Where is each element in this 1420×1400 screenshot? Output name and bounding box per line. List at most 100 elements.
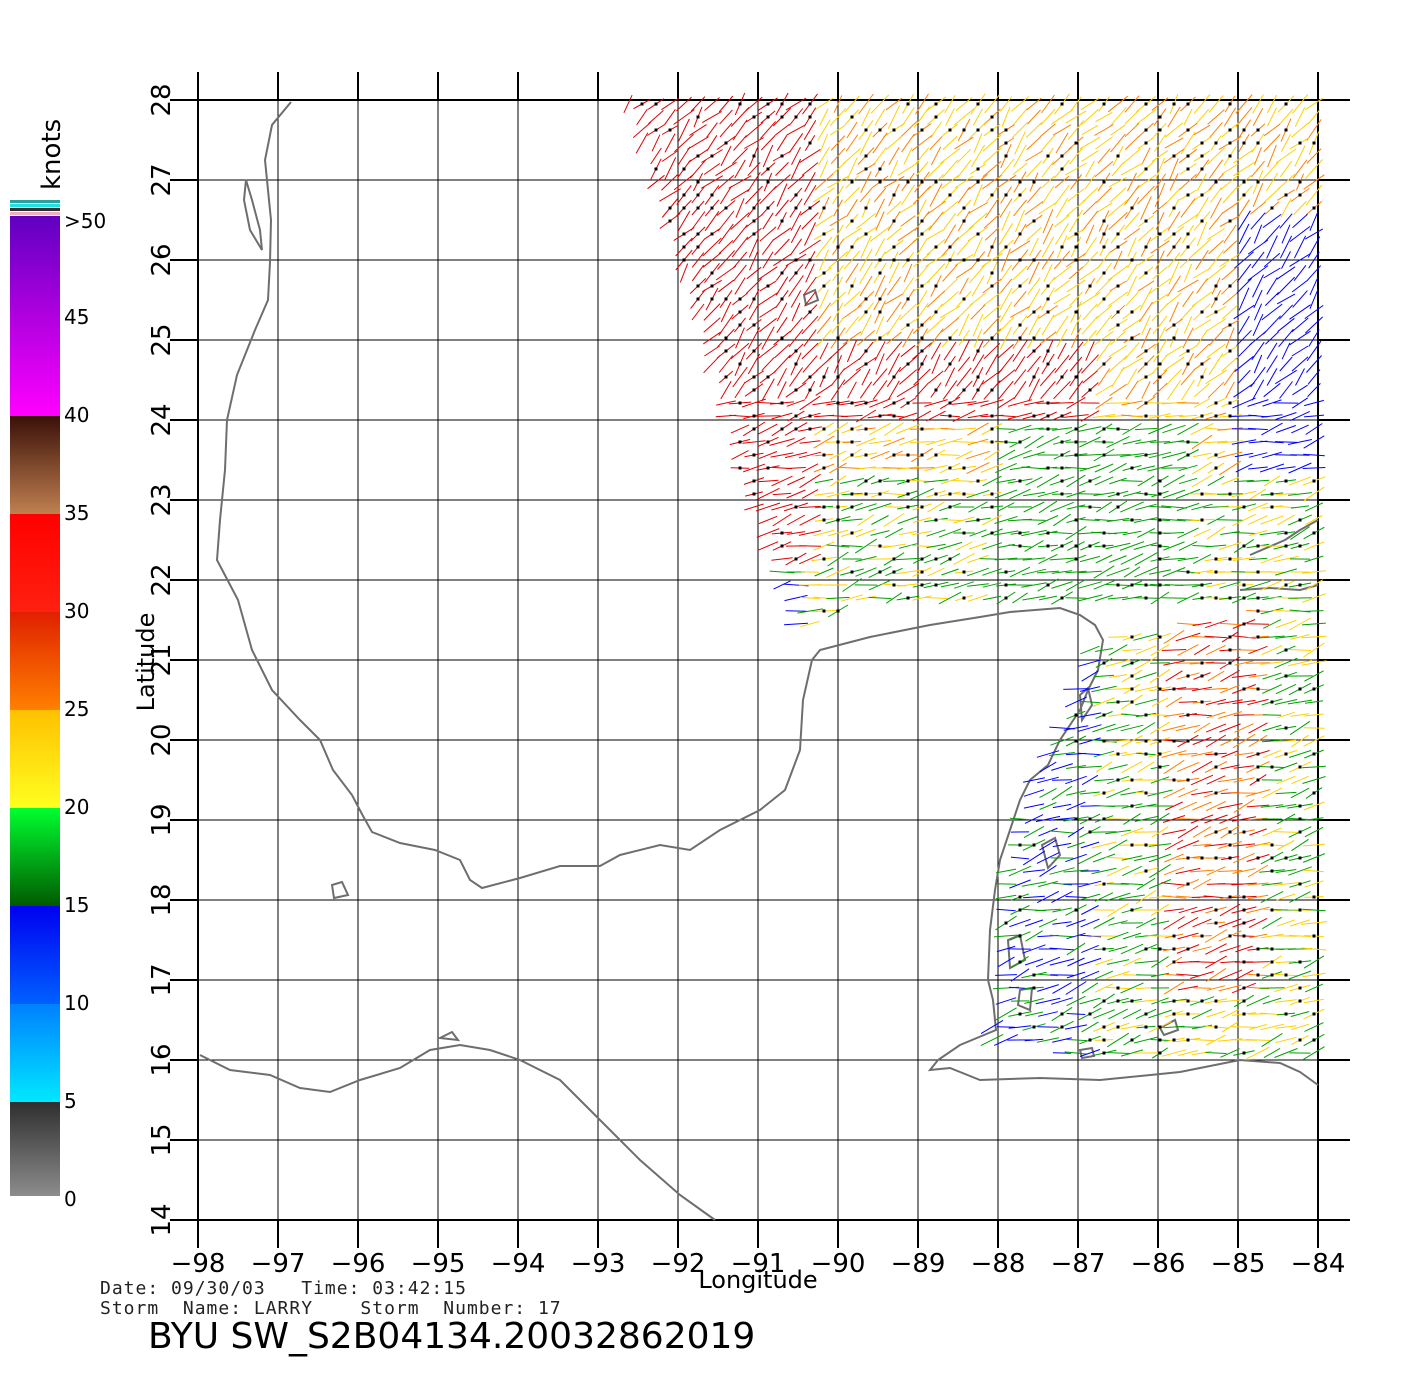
wind-vector	[1291, 838, 1309, 852]
rain-flag-dot	[1074, 739, 1078, 743]
wind-vector	[1148, 423, 1172, 435]
wind-vector	[1154, 182, 1166, 208]
rain-flag-dot	[850, 401, 854, 405]
wind-vector	[1085, 224, 1095, 244]
rain-flag-dot	[1186, 570, 1190, 574]
wind-vector	[1078, 957, 1102, 967]
wind-vector	[1274, 762, 1298, 772]
wind-vector	[1191, 751, 1213, 757]
wind-vector	[1275, 803, 1297, 809]
rain-flag-dot	[920, 323, 924, 327]
rain-flag-dot	[1214, 557, 1218, 561]
wind-vector	[1290, 1011, 1310, 1017]
wind-vector	[1121, 735, 1143, 747]
rain-flag-dot	[1214, 908, 1218, 912]
wind-vector	[926, 529, 946, 537]
rain-flag-dot	[1228, 635, 1232, 639]
rain-flag-dot	[752, 414, 756, 418]
wind-vector	[869, 226, 891, 242]
wind-vector	[970, 144, 986, 168]
wind-vector	[761, 356, 775, 372]
wind-vector	[914, 147, 930, 165]
wind-vector	[941, 175, 959, 189]
rain-flag-dot	[766, 466, 770, 470]
wind-vector	[846, 121, 858, 139]
rain-flag-dot	[1200, 583, 1204, 587]
wind-vector	[1095, 314, 1113, 336]
colorbar-title: knots	[37, 119, 67, 190]
wind-vector	[1291, 122, 1309, 138]
wind-vector	[790, 224, 802, 244]
wind-vector	[1107, 931, 1129, 941]
wind-vector	[1039, 864, 1057, 878]
wind-vector	[1021, 568, 1047, 576]
wind-vector	[776, 135, 788, 151]
wind-vector	[1177, 985, 1199, 991]
rain-flag-dot	[1242, 908, 1246, 912]
wind-vector	[1049, 958, 1075, 966]
rain-flag-dot	[1144, 492, 1148, 496]
wind-vector	[677, 210, 691, 232]
wind-vector	[1081, 944, 1099, 954]
rain-flag-dot	[1228, 102, 1232, 106]
wind-vector	[1124, 95, 1140, 113]
wind-vector	[1262, 595, 1282, 601]
wind-vector	[1223, 107, 1237, 127]
wind-vector	[854, 538, 878, 554]
wind-vector	[953, 108, 975, 126]
wind-vector	[1064, 466, 1088, 470]
wind-vector	[1206, 985, 1226, 991]
longitude-tick-labels: −98 −97 −96 −95 −94 −93 −92 −91 −90 −89 −88 −87 −86−…	[171, 1249, 1346, 1279]
wind-vector	[1221, 356, 1239, 372]
wind-vector	[856, 466, 876, 470]
wind-vector	[1275, 369, 1297, 385]
wind-vector	[940, 317, 960, 333]
wind-vector	[1109, 187, 1127, 203]
wind-vector	[926, 410, 946, 422]
wind-vector	[673, 173, 695, 191]
wind-vector	[775, 199, 789, 217]
rain-flag-dot	[1228, 323, 1232, 327]
rain-flag-dot	[822, 609, 826, 613]
rain-flag-dot	[948, 557, 952, 561]
wind-vector	[1150, 920, 1170, 926]
rain-flag-dot	[850, 531, 854, 535]
wind-vector	[757, 479, 779, 483]
wind-vector	[1120, 357, 1144, 371]
wind-vector	[930, 122, 942, 138]
wind-vector	[968, 212, 988, 230]
wind-vector	[1304, 502, 1324, 512]
rain-flag-dot	[1018, 895, 1022, 899]
wind-vector	[1275, 791, 1297, 795]
wind-vector	[1206, 775, 1226, 785]
wind-vector	[1054, 214, 1070, 228]
wind-vector	[1081, 905, 1099, 915]
rain-flag-dot	[654, 167, 658, 171]
wind-vector	[845, 134, 859, 152]
wind-vector	[718, 279, 734, 293]
rain-flag-dot	[1130, 700, 1134, 704]
wind-vector	[885, 527, 903, 539]
wind-vector	[1263, 224, 1281, 244]
wind-vector	[859, 275, 873, 297]
wind-vector	[1110, 330, 1126, 346]
rain-flag-dot	[1256, 180, 1260, 184]
rain-flag-dot	[976, 128, 980, 132]
wind-vector	[742, 440, 766, 444]
rain-flag-dot	[752, 349, 756, 353]
wind-vector	[1221, 304, 1239, 320]
wind-vector	[788, 328, 804, 348]
wind-vector	[982, 147, 1002, 165]
wind-vector	[1049, 557, 1075, 561]
rain-flag-dot	[696, 193, 700, 197]
wind-vector	[744, 503, 764, 511]
wind-vector	[899, 202, 917, 214]
wind-vector	[1134, 427, 1158, 431]
wind-vector	[994, 516, 1018, 524]
wind-vector	[856, 330, 876, 346]
wind-vector	[1069, 291, 1083, 307]
wind-vector	[1303, 174, 1325, 190]
rain-flag-dot	[808, 375, 812, 379]
rain-flag-dot	[1018, 232, 1022, 236]
rain-flag-dot	[808, 141, 812, 145]
